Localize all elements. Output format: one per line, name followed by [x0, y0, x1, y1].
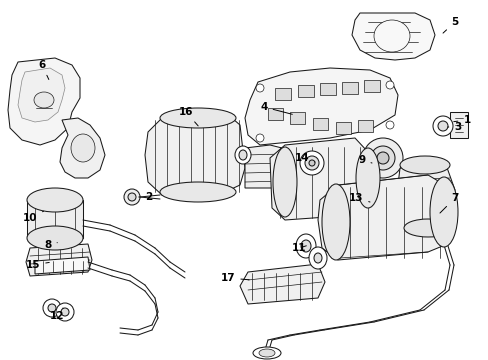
Ellipse shape [256, 84, 264, 92]
Polygon shape [27, 200, 83, 238]
Ellipse shape [71, 134, 95, 162]
Ellipse shape [437, 121, 447, 131]
Ellipse shape [256, 134, 264, 142]
Ellipse shape [61, 308, 69, 316]
Polygon shape [35, 257, 90, 274]
Ellipse shape [56, 303, 74, 321]
Ellipse shape [308, 160, 314, 166]
Polygon shape [351, 13, 434, 60]
Polygon shape [341, 82, 357, 94]
Text: 13: 13 [348, 193, 369, 203]
Text: 11: 11 [291, 243, 305, 253]
Ellipse shape [299, 151, 324, 175]
Ellipse shape [432, 116, 452, 136]
Polygon shape [240, 264, 325, 304]
Ellipse shape [27, 188, 83, 212]
Ellipse shape [235, 146, 250, 164]
Ellipse shape [355, 148, 379, 208]
Ellipse shape [160, 182, 236, 202]
Ellipse shape [403, 219, 451, 237]
Text: 6: 6 [38, 60, 49, 80]
Polygon shape [335, 122, 350, 134]
Text: 4: 4 [260, 102, 292, 114]
Polygon shape [363, 80, 379, 92]
Polygon shape [267, 108, 283, 120]
Ellipse shape [385, 121, 393, 129]
Ellipse shape [385, 81, 393, 89]
Polygon shape [145, 112, 244, 195]
Ellipse shape [295, 234, 315, 258]
Polygon shape [26, 244, 92, 276]
Text: 17: 17 [220, 273, 249, 283]
Ellipse shape [34, 92, 54, 108]
Polygon shape [312, 118, 327, 130]
Ellipse shape [321, 184, 349, 260]
Ellipse shape [48, 304, 56, 312]
Polygon shape [8, 58, 80, 145]
Text: 2: 2 [139, 192, 152, 202]
Polygon shape [18, 68, 65, 122]
Ellipse shape [239, 150, 246, 160]
Polygon shape [357, 120, 372, 132]
Polygon shape [274, 88, 290, 100]
Polygon shape [60, 118, 105, 178]
Ellipse shape [160, 108, 236, 128]
Text: 16: 16 [179, 107, 198, 126]
Ellipse shape [313, 253, 321, 263]
Ellipse shape [124, 189, 140, 205]
Ellipse shape [370, 146, 394, 170]
Ellipse shape [259, 349, 274, 357]
Polygon shape [244, 145, 285, 188]
Polygon shape [317, 175, 447, 260]
Ellipse shape [301, 240, 310, 252]
Ellipse shape [429, 177, 457, 247]
Text: 15: 15 [26, 260, 49, 270]
Text: 10: 10 [23, 211, 43, 223]
Ellipse shape [399, 156, 449, 174]
Ellipse shape [272, 147, 296, 217]
Ellipse shape [43, 299, 61, 317]
Polygon shape [244, 68, 397, 145]
Text: 14: 14 [294, 153, 314, 163]
Polygon shape [289, 112, 305, 124]
Polygon shape [319, 83, 335, 95]
Text: 1: 1 [453, 115, 469, 125]
Text: 9: 9 [358, 155, 371, 165]
Polygon shape [297, 85, 313, 97]
Text: 3: 3 [447, 122, 461, 132]
Ellipse shape [308, 247, 326, 269]
Polygon shape [449, 112, 467, 138]
Ellipse shape [27, 226, 83, 250]
Text: 12: 12 [50, 308, 64, 321]
Ellipse shape [252, 347, 281, 359]
Text: 5: 5 [442, 17, 458, 33]
Ellipse shape [362, 138, 402, 178]
Ellipse shape [373, 20, 409, 52]
Ellipse shape [128, 193, 136, 201]
Polygon shape [269, 138, 369, 220]
Ellipse shape [376, 152, 388, 164]
Polygon shape [397, 162, 454, 232]
Text: 8: 8 [44, 240, 57, 250]
Ellipse shape [305, 156, 318, 170]
Text: 7: 7 [439, 193, 458, 213]
